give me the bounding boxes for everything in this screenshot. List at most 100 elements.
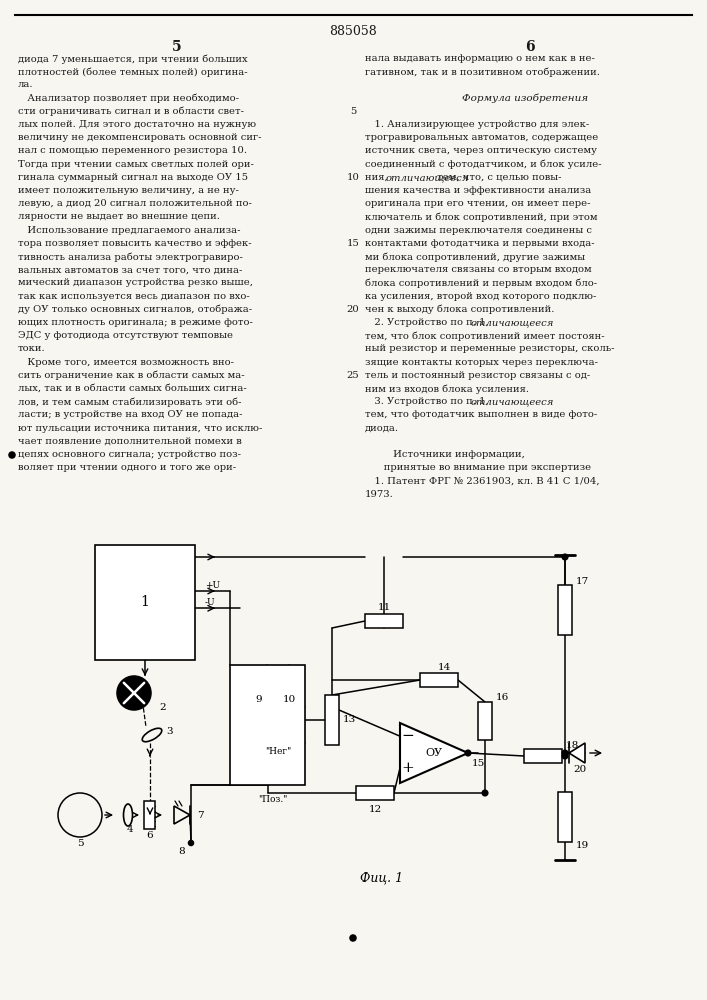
Text: 885058: 885058	[329, 25, 377, 38]
Circle shape	[9, 452, 15, 458]
Text: 3: 3	[166, 728, 173, 736]
Text: ласти; в устройстве на вход ОУ не попада-: ласти; в устройстве на вход ОУ не попада…	[18, 410, 243, 419]
Text: 3. Устройство по п. 1,: 3. Устройство по п. 1,	[365, 397, 492, 406]
Text: соединенный с фотодатчиком, и блок усиле-: соединенный с фотодатчиком, и блок усиле…	[365, 160, 602, 169]
Text: тель и постоянный резистор связаны с од-: тель и постоянный резистор связаны с од-	[365, 371, 590, 380]
Text: лярности не выдает во внешние цепи.: лярности не выдает во внешние цепи.	[18, 212, 220, 221]
Text: переключателя связаны со вторым входом: переключателя связаны со вторым входом	[365, 265, 592, 274]
Text: оригинала при его чтении, он имеет пере-: оригинала при его чтении, он имеет пере-	[365, 199, 590, 208]
Circle shape	[562, 753, 568, 759]
Text: тем, что блок сопротивлений имеет постоян-: тем, что блок сопротивлений имеет постоя…	[365, 331, 604, 341]
Text: ним из входов блока усиления.: ним из входов блока усиления.	[365, 384, 529, 393]
Text: 13: 13	[343, 716, 356, 724]
Bar	[95, 545, 195, 660]
Text: ют пульсации источника питания, что исклю-: ют пульсации источника питания, что искл…	[18, 424, 262, 433]
Text: 5: 5	[350, 107, 356, 116]
Text: гативном, так и в позитивном отображении.: гативном, так и в позитивном отображении…	[365, 67, 600, 77]
Bar	[524, 749, 562, 763]
Bar	[356, 786, 394, 800]
Circle shape	[58, 793, 102, 837]
Text: чает появление дополнительной помехи в: чает появление дополнительной помехи в	[18, 437, 242, 446]
Text: отличающееся: отличающееся	[385, 173, 469, 182]
Text: −: −	[402, 729, 414, 743]
Text: -U: -U	[205, 598, 216, 607]
Circle shape	[562, 750, 568, 756]
Text: чен к выходу блока сопротивлений.: чен к выходу блока сопротивлений.	[365, 305, 554, 314]
Text: нала выдавать информацию о нем как в не-: нала выдавать информацию о нем как в не-	[365, 54, 595, 63]
Text: 4: 4	[127, 826, 134, 834]
Text: ный резистор и переменные резисторы, сколь-: ный резистор и переменные резисторы, ско…	[365, 344, 614, 353]
Bar	[558, 792, 572, 842]
Text: Формула изобретения: Формула изобретения	[462, 94, 588, 103]
Text: 15: 15	[346, 239, 359, 248]
Text: ка усиления, второй вход которого подклю-: ка усиления, второй вход которого подклю…	[365, 292, 597, 301]
Text: +: +	[402, 761, 414, 775]
Text: тора позволяет повысить качество и эффек-: тора позволяет повысить качество и эффек…	[18, 239, 252, 248]
Circle shape	[350, 935, 356, 941]
Bar	[325, 695, 339, 745]
Text: ду ОУ только основных сигналов, отобража-: ду ОУ только основных сигналов, отобража…	[18, 305, 252, 314]
Text: 8: 8	[179, 846, 185, 856]
Text: Анализатор позволяет при необходимо-: Анализатор позволяет при необходимо-	[18, 94, 239, 103]
Text: 5: 5	[173, 40, 182, 54]
Circle shape	[117, 676, 151, 710]
Text: источник света, через оптическую систему: источник света, через оптическую систему	[365, 146, 597, 155]
Text: 9: 9	[256, 694, 262, 704]
Circle shape	[562, 554, 568, 560]
Bar	[260, 707, 274, 742]
Text: 1. Анализирующее устройство для элек-: 1. Анализирующее устройство для элек-	[365, 120, 589, 129]
Text: зящие контакты которых через переключа-: зящие контакты которых через переключа-	[365, 358, 598, 367]
Ellipse shape	[142, 728, 162, 742]
Text: Использование предлагаемого анализа-: Использование предлагаемого анализа-	[18, 226, 240, 235]
Text: 17: 17	[576, 576, 589, 585]
Text: 5: 5	[76, 838, 83, 848]
Text: 18: 18	[566, 740, 579, 750]
Text: блока сопротивлений и первым входом бло-: блока сопротивлений и первым входом бло-	[365, 278, 597, 288]
Text: имеет положительную величину, а не ну-: имеет положительную величину, а не ну-	[18, 186, 239, 195]
Text: диода.: диода.	[365, 424, 399, 433]
Text: "Нег": "Нег"	[265, 748, 291, 756]
Bar	[230, 665, 305, 785]
Text: Кроме того, имеется возможность вно-: Кроме того, имеется возможность вно-	[18, 358, 234, 367]
Text: +U: +U	[205, 580, 220, 589]
Polygon shape	[400, 723, 468, 783]
Text: цепях основного сигнала; устройство поз-: цепях основного сигнала; устройство поз-	[18, 450, 241, 459]
Text: контактами фотодатчика и первыми входа-: контактами фотодатчика и первыми входа-	[365, 239, 595, 248]
Bar	[478, 702, 492, 740]
Polygon shape	[569, 743, 585, 763]
Text: 1. Патент ФРГ № 2361903, кл. В 41 С 1/04,: 1. Патент ФРГ № 2361903, кл. В 41 С 1/04…	[365, 476, 600, 485]
Text: "Поз.": "Поз."	[258, 794, 287, 804]
Text: ключатель и блок сопротивлений, при этом: ключатель и блок сопротивлений, при этом	[365, 212, 597, 222]
Text: 6: 6	[146, 830, 153, 840]
Text: 1973.: 1973.	[365, 490, 394, 499]
Text: тивность анализа работы электрогравиро-: тивность анализа работы электрогравиро-	[18, 252, 243, 261]
Circle shape	[482, 790, 488, 796]
Text: сить ограничение как в области самых ма-: сить ограничение как в области самых ма-	[18, 371, 245, 380]
Circle shape	[465, 750, 471, 756]
Text: вальных автоматов за счет того, что дина-: вальных автоматов за счет того, что дина…	[18, 265, 243, 274]
Polygon shape	[174, 806, 190, 824]
Text: лых полей. Для этого достаточно на нужную: лых полей. Для этого достаточно на нужну…	[18, 120, 256, 129]
Text: гинала суммарный сигнал на выходе ОУ 15: гинала суммарный сигнал на выходе ОУ 15	[18, 173, 248, 182]
Text: диода 7 уменьшается, при чтении больших: диода 7 уменьшается, при чтении больших	[18, 54, 247, 64]
Text: отличающееся: отличающееся	[470, 318, 554, 327]
Text: ющих плотность оригинала; в режиме фото-: ющих плотность оригинала; в режиме фото-	[18, 318, 253, 327]
Text: ния,: ния,	[365, 173, 391, 182]
Text: 10: 10	[282, 694, 296, 704]
Bar	[144, 801, 155, 829]
Bar	[420, 673, 458, 687]
Text: ми блока сопротивлений, другие зажимы: ми блока сопротивлений, другие зажимы	[365, 252, 585, 261]
Circle shape	[189, 840, 194, 846]
Text: 11: 11	[378, 602, 391, 611]
Bar	[282, 707, 296, 742]
Text: нал с помощью переменного резистора 10.: нал с помощью переменного резистора 10.	[18, 146, 247, 155]
Text: лов, и тем самым стабилизировать эти об-: лов, и тем самым стабилизировать эти об-	[18, 397, 242, 407]
Text: шения качества и эффективности анализа: шения качества и эффективности анализа	[365, 186, 591, 195]
Text: трогравировальных автоматов, содержащее: трогравировальных автоматов, содержащее	[365, 133, 598, 142]
Text: 7: 7	[197, 810, 204, 820]
Text: 20: 20	[346, 305, 359, 314]
Text: принятые во внимание при экспертизе: принятые во внимание при экспертизе	[365, 463, 591, 472]
Text: 2: 2	[159, 704, 165, 712]
Bar	[365, 614, 403, 628]
Text: лых, так и в области самых больших сигна-: лых, так и в области самых больших сигна…	[18, 384, 247, 393]
